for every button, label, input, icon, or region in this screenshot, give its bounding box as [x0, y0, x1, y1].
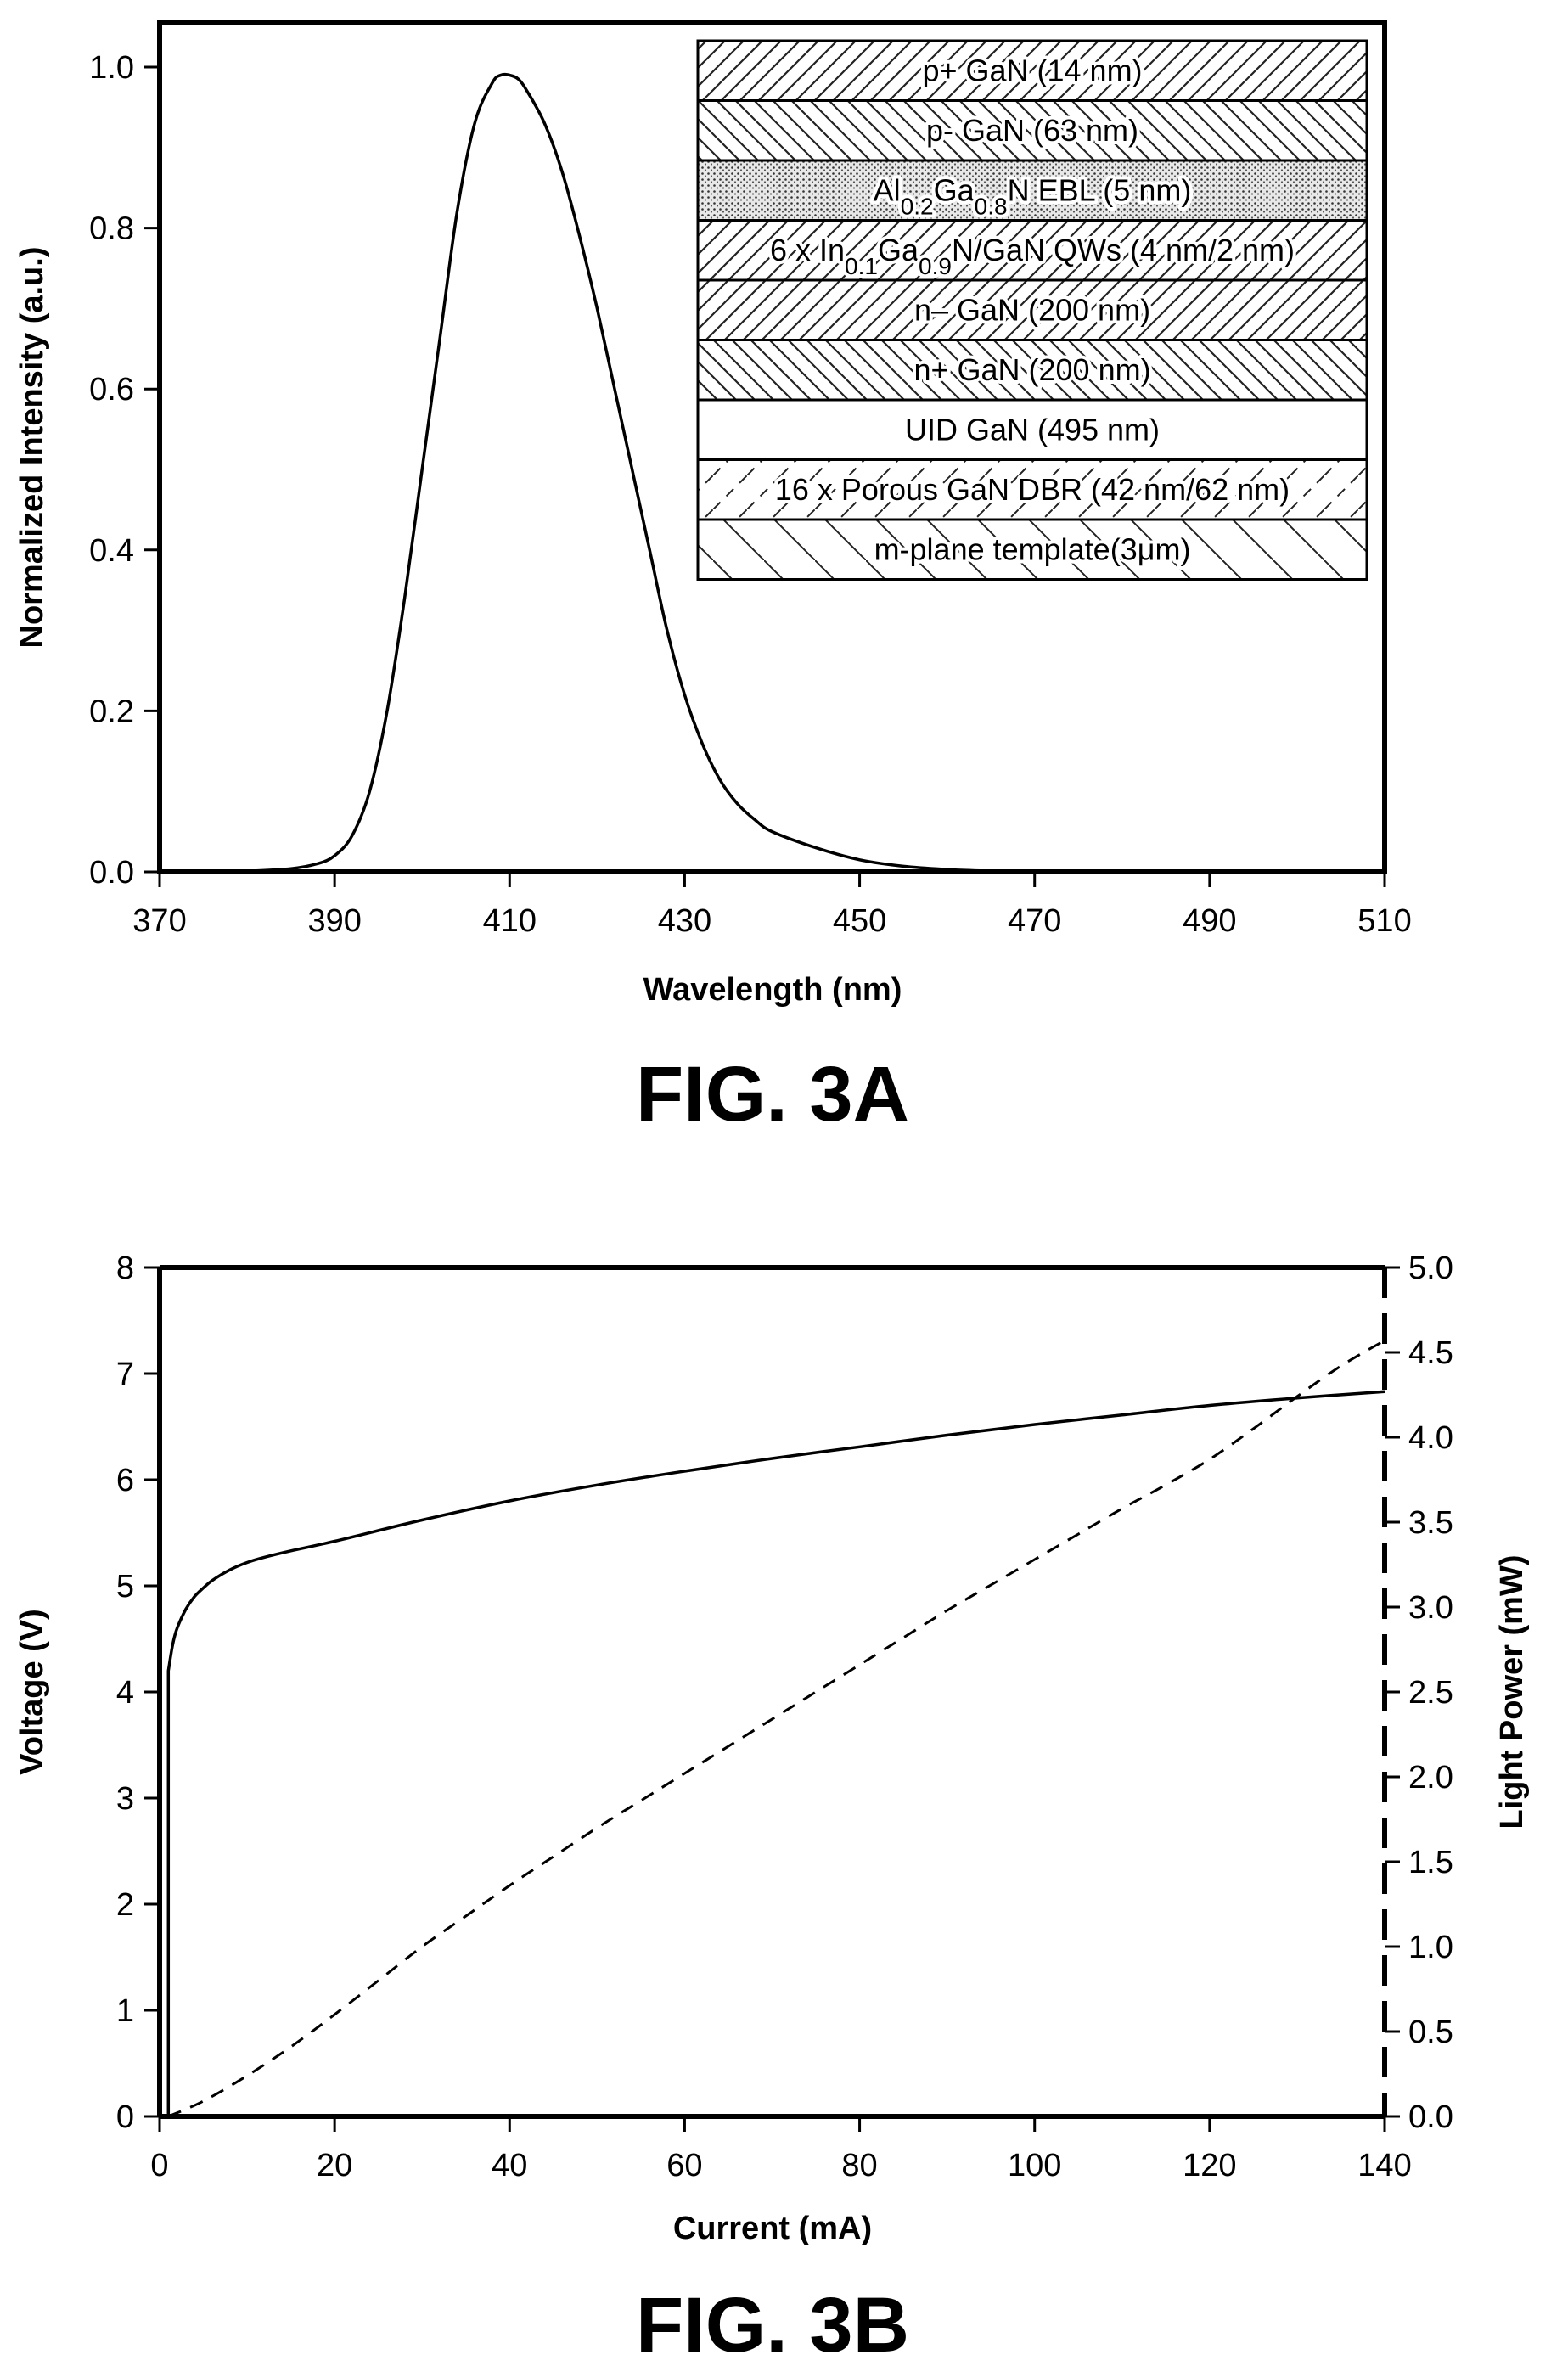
spectrum-x-tick-label: 510 — [1357, 903, 1411, 939]
iv-x-tick-label: 100 — [1008, 2148, 1061, 2183]
spectrum-x-tick-label: 490 — [1183, 903, 1236, 939]
layer-row: m-plane template(3μm) — [696, 518, 1368, 581]
layer-row: p- GaN (63 nm) — [696, 99, 1368, 162]
layer-label: p+ GaN (14 nm) — [922, 53, 1142, 87]
iv-x-tick-label: 20 — [317, 2148, 352, 2183]
layer-row: p+ GaN (14 nm) — [696, 39, 1368, 102]
iv-x-axis-label: Current (mA) — [673, 2211, 872, 2246]
iv-y-tick-label: 1 — [116, 1993, 134, 2029]
spectrum-x-tick-label: 410 — [483, 903, 537, 939]
iv-x-tick-label: 80 — [841, 2148, 877, 2183]
figure-3a-label: FIG. 3A — [636, 1051, 909, 1138]
iv-y-tick-label: 6 — [116, 1463, 134, 1498]
spectrum-series — [203, 72, 1385, 874]
spectrum-y-axis-label: Normalized Intensity (a.u.) — [14, 247, 50, 649]
iv-y-tick-label: 3 — [116, 1781, 134, 1817]
iv-y2-tick-label: 1.0 — [1408, 1930, 1453, 1965]
layer-row: UID GaN (495 nm) — [696, 398, 1368, 461]
spectrum-y-tick-label: 0.4 — [89, 533, 134, 569]
layer-fill — [696, 219, 1368, 282]
iv-y2-tick-label: 1.5 — [1408, 1845, 1453, 1880]
spectrum-line — [203, 72, 1385, 874]
iv-y2-axis-label: Light Power (mW) — [1494, 1555, 1530, 1829]
iv-y-tick-label: 0 — [116, 2099, 134, 2135]
layer-label: m-plane template(3μm) — [874, 531, 1191, 566]
iv-y2-tick-label: 3.5 — [1408, 1505, 1453, 1541]
iv-y-tick-label: 8 — [116, 1250, 134, 1286]
spectrum-x-tick-label: 450 — [833, 903, 886, 939]
layer-label: 6 x In0.1Ga0.9N/GaN QWs (4 nm/2 nm) — [770, 233, 1295, 279]
layer-label: UID GaN (495 nm) — [905, 412, 1160, 447]
layer-fill — [696, 398, 1368, 461]
iv-y2-tick-label: 0.0 — [1408, 2099, 1453, 2135]
iv-x-tick-label: 60 — [666, 2148, 702, 2183]
iv-y-tick-label: 2 — [116, 1887, 134, 1923]
layer-fill — [696, 39, 1368, 102]
voltage-line — [166, 1390, 1385, 2116]
iv-y2-tick-label: 0.5 — [1408, 2015, 1453, 2050]
layer-label: n+ GaN (200 nm) — [913, 352, 1150, 387]
iv-x-tick-label: 140 — [1357, 2148, 1411, 2183]
iv-x-tick-label: 0 — [150, 2148, 168, 2183]
iv-x-tick-label: 40 — [492, 2148, 527, 2183]
spectrum-y-tick-label: 0.2 — [89, 694, 134, 729]
layer-label: Al0.2Ga0.8N EBL (5 nm) — [874, 172, 1192, 219]
figure-3b-label: FIG. 3B — [636, 2282, 909, 2366]
spectrum-x-tick-label: 430 — [658, 903, 711, 939]
iv-y2-tick-label: 4.0 — [1408, 1420, 1453, 1456]
light-power-line — [167, 1339, 1385, 2118]
spectrum-chart: 370 390 410 430 450 470 490 510 0.0 0.2 0.4 0.6 0.8 1… — [14, 20, 1412, 1138]
layer-fill — [696, 458, 1368, 521]
iv-y-axis-label: Voltage (V) — [14, 1609, 50, 1775]
layer-label: n– GaN (200 nm) — [914, 292, 1150, 327]
layer-fill — [696, 278, 1368, 341]
spectrum-y-tick-label: 0.0 — [89, 855, 134, 891]
layer-fill — [696, 518, 1368, 581]
layer-row: Al0.2Ga0.8N EBL (5 nm) — [696, 159, 1368, 222]
iv-y2-tick-label: 3.0 — [1408, 1590, 1453, 1626]
layer-row: n– GaN (200 nm) — [696, 278, 1368, 341]
iv-y-tick-label: 5 — [116, 1569, 134, 1604]
spectrum-plot-frame — [157, 20, 1387, 874]
iv-y-tick-label: 7 — [116, 1357, 134, 1392]
layer-stack-inset: p+ GaN (14 nm) p- GaN (63 nm) Al0.2Ga0.8N … — [696, 39, 1368, 581]
spectrum-x-tick-label: 370 — [132, 903, 186, 939]
iv-y2-tick-label: 2.0 — [1408, 1760, 1453, 1796]
iv-series — [166, 1339, 1385, 2118]
layer-row: n+ GaN (200 nm) — [696, 339, 1368, 402]
layer-row: 16 x Porous GaN DBR (42 nm/62 nm) — [696, 458, 1368, 521]
spectrum-y-tick-label: 0.8 — [89, 211, 134, 247]
iv-y2-tick-label: 5.0 — [1408, 1250, 1453, 1286]
spectrum-x-tick-label: 390 — [307, 903, 361, 939]
layer-fill — [696, 99, 1368, 162]
spectrum-axis-ticks: 370 390 410 430 450 470 490 510 0.0 0.2 0.4 0.6 0.8 1… — [89, 50, 1412, 939]
spectrum-y-tick-label: 0.6 — [89, 372, 134, 407]
iv-chart: 0 20 40 60 80 100 120 140 0 1 2 3 4 5 6 7 8 0.0 0.5 1.0 1.5 2… — [14, 1250, 1530, 2366]
layer-fill — [696, 339, 1368, 402]
iv-axis-ticks: 0 20 40 60 80 100 120 140 0 1 2 3 4 5 6 7 8 0.0 0.5 1.0 1.5 2… — [116, 1250, 1453, 2183]
layer-label: p- GaN (63 nm) — [926, 113, 1138, 148]
spectrum-y-tick-label: 1.0 — [89, 50, 134, 86]
iv-y-tick-label: 4 — [116, 1675, 134, 1711]
spectrum-x-tick-label: 470 — [1008, 903, 1061, 939]
iv-y2-tick-label: 4.5 — [1408, 1335, 1453, 1371]
layer-fill — [696, 159, 1368, 222]
iv-y2-tick-label: 2.5 — [1408, 1675, 1453, 1711]
spectrum-x-axis-label: Wavelength (nm) — [643, 972, 902, 1008]
layer-row: 6 x In0.1Ga0.9N/GaN QWs (4 nm/2 nm) — [696, 219, 1368, 282]
iv-x-tick-label: 120 — [1183, 2148, 1236, 2183]
layer-label: 16 x Porous GaN DBR (42 nm/62 nm) — [775, 472, 1290, 507]
